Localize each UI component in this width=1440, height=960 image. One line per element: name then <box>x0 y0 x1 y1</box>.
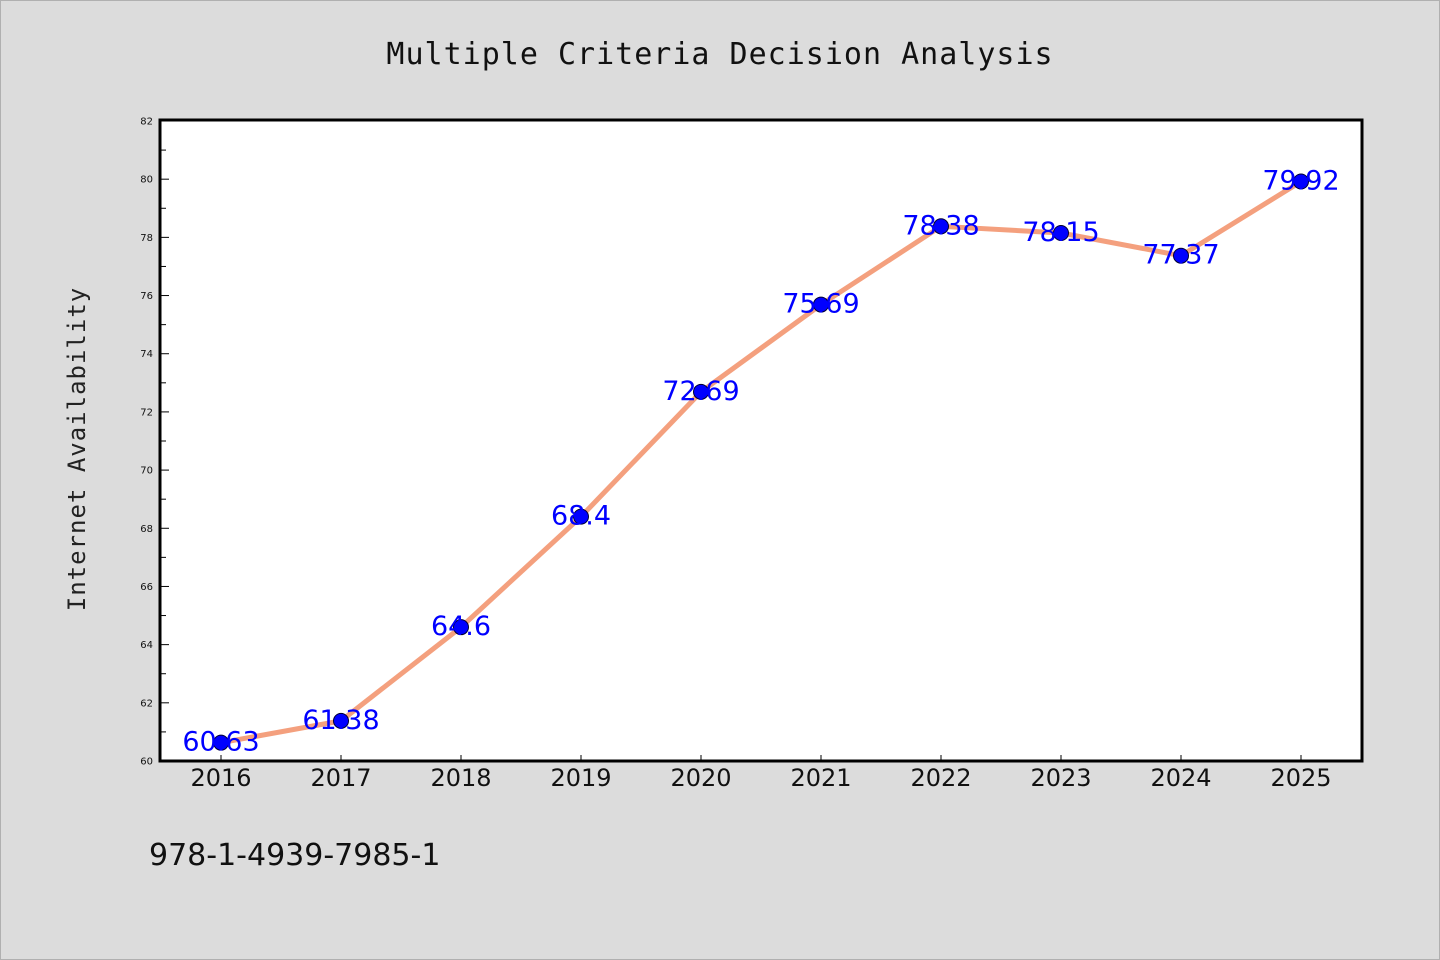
x-tick-label: 2022 <box>910 764 971 792</box>
chart-title: Multiple Criteria Decision Analysis <box>386 37 1053 72</box>
data-point-marker <box>1293 173 1309 190</box>
y-tick-label: 78 <box>140 233 153 244</box>
data-point-marker <box>813 296 829 313</box>
data-label: 75.69 <box>782 289 859 320</box>
data-label: 77.37 <box>1142 240 1219 271</box>
data-label: 79.92 <box>1262 166 1339 197</box>
y-tick-label: 66 <box>140 582 153 593</box>
data-label: 64.6 <box>431 611 491 642</box>
x-tick-label: 2019 <box>550 764 611 792</box>
data-label: 78.15 <box>1022 217 1099 248</box>
x-tick-label: 2017 <box>310 764 371 792</box>
data-point-marker <box>1053 225 1069 241</box>
series-line-layer <box>218 179 1304 746</box>
data-point-marker <box>693 383 709 400</box>
data-point-marker <box>1173 247 1189 264</box>
markers-layer <box>213 173 1309 751</box>
y-tick-label: 70 <box>140 466 153 477</box>
footer-isbn: 978-1-4939-7985-1 <box>149 838 440 873</box>
data-label: 60.63 <box>182 727 259 758</box>
plot-area <box>158 118 1364 763</box>
data-label: 61.38 <box>302 705 379 736</box>
y-tick-label: 76 <box>140 291 153 302</box>
x-axis: 2016 2017 2018 2019 2020 2021 2022 2023 2024 2025 <box>190 755 1332 792</box>
data-point-marker <box>573 508 589 525</box>
data-labels-layer: 60.63 61.38 64.6 68.4 72.69 75.69 78.38 78.15 77… <box>182 166 1339 758</box>
x-tick-label: 2023 <box>1030 764 1091 792</box>
y-tick-label: 68 <box>140 524 153 535</box>
y-tick-label: 82 <box>140 117 153 128</box>
y-tick-label: 60 <box>140 757 153 768</box>
x-tick-label: 2016 <box>190 764 251 792</box>
x-tick-label: 2025 <box>1270 764 1331 792</box>
data-point-marker <box>453 619 469 636</box>
x-tick-label: 2020 <box>670 764 731 792</box>
data-point-marker <box>933 218 949 235</box>
y-tick-label: 64 <box>140 640 153 651</box>
data-label: 72.69 <box>662 376 739 407</box>
data-point-marker <box>213 734 229 751</box>
y-tick-label: 74 <box>140 349 153 360</box>
y-tick-label: 72 <box>140 407 153 418</box>
series-line <box>218 179 1304 746</box>
data-label: 78.38 <box>902 210 979 241</box>
data-point-marker <box>333 712 349 729</box>
x-tick-label: 2024 <box>1150 764 1211 792</box>
y-axis-label: Internet Availability <box>63 287 91 611</box>
y-axis: 60 62 64 66 68 70 72 74 76 78 80 82 <box>140 117 169 768</box>
data-label: 68.4 <box>551 501 611 532</box>
y-tick-label: 62 <box>140 698 153 709</box>
y-tick-label: 80 <box>140 175 153 186</box>
x-tick-label: 2018 <box>430 764 491 792</box>
x-tick-label: 2021 <box>790 764 851 792</box>
